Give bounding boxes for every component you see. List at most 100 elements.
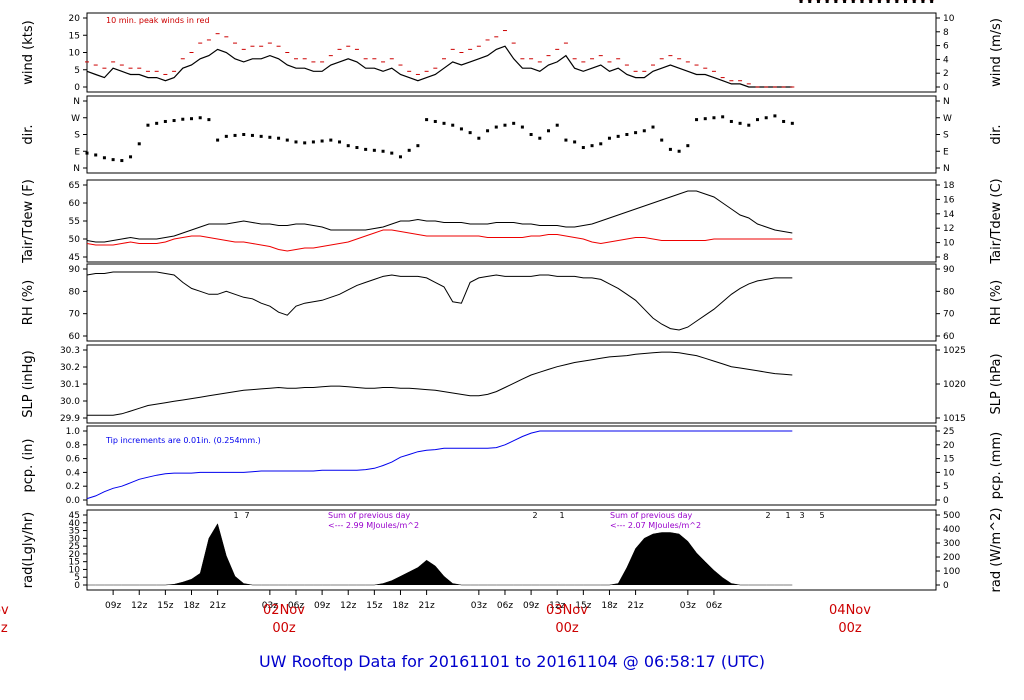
dir-point bbox=[581, 146, 585, 150]
dir-point bbox=[738, 121, 742, 125]
dir-right-tick-label: N bbox=[943, 164, 950, 174]
wind-right-tick-label: 6 bbox=[943, 42, 949, 52]
dir-point bbox=[407, 148, 411, 152]
dir-point bbox=[590, 144, 594, 148]
dir-point bbox=[285, 138, 289, 142]
rad-left-tick-label: 45 bbox=[69, 511, 80, 521]
dir-point bbox=[712, 116, 716, 120]
dir-point bbox=[181, 117, 185, 121]
rad-annotation-sub: <--- 2.99 MJoules/m^2 bbox=[328, 521, 419, 530]
dir-point bbox=[390, 151, 394, 155]
dir-point bbox=[120, 159, 124, 163]
dir-point bbox=[303, 141, 307, 145]
dir-point bbox=[459, 127, 463, 131]
pcp-ylabel-right: pcp. (mm) bbox=[989, 432, 1004, 499]
dir-point bbox=[729, 119, 733, 123]
dir-point bbox=[573, 140, 577, 144]
rad-right-tick-label: 0 bbox=[943, 581, 949, 591]
pcp-series-line bbox=[86, 430, 793, 500]
dir-point bbox=[782, 119, 786, 123]
temp-ylabel-right: Tair/Tdew (C) bbox=[989, 178, 1004, 264]
dir-point bbox=[764, 116, 768, 120]
rad-frame bbox=[86, 509, 937, 591]
temp-right-tick-label: 10 bbox=[943, 239, 955, 249]
dir-point bbox=[895, 0, 899, 3]
pcp-right-tick-label: 20 bbox=[943, 441, 955, 451]
day-sublabel: 00z bbox=[838, 621, 862, 636]
rad-hour-mark: 2 bbox=[765, 511, 770, 520]
dir-point bbox=[425, 118, 429, 122]
time-tick-label: 12z bbox=[131, 601, 147, 611]
dir-point bbox=[451, 123, 455, 127]
time-tick-label: 09z bbox=[314, 601, 330, 611]
temp-left-tick-label: 60 bbox=[69, 199, 81, 209]
wind-left-tick-label: 20 bbox=[69, 14, 81, 24]
rad-annotation: Sum of previous day bbox=[610, 511, 692, 520]
pcp-frame bbox=[86, 425, 937, 506]
slp-ylabel-right: SLP (hPa) bbox=[989, 353, 1004, 414]
dir-point bbox=[163, 119, 167, 123]
dir-point bbox=[512, 121, 516, 125]
dir-ylabel-right: dir. bbox=[989, 124, 1004, 144]
dir-point bbox=[869, 0, 873, 3]
dir-point bbox=[625, 133, 629, 136]
dir-point bbox=[216, 138, 220, 142]
dir-point bbox=[207, 118, 211, 122]
dir-point bbox=[233, 133, 237, 137]
rad-hour-mark: 7 bbox=[244, 511, 249, 520]
temp-left-tick-label: 65 bbox=[69, 181, 80, 191]
rh-series-line bbox=[86, 271, 793, 331]
slp-left-tick-label: 30.0 bbox=[60, 397, 80, 407]
rad-annotation-sub: <--- 2.07 MJoules/m^2 bbox=[610, 521, 701, 530]
time-tick-label: 18z bbox=[392, 601, 408, 611]
dir-frame bbox=[86, 95, 937, 174]
dir-point bbox=[111, 158, 115, 162]
dir-point bbox=[259, 134, 263, 138]
slp-series-line bbox=[87, 351, 793, 416]
pcp-left-tick-label: 0.6 bbox=[66, 455, 81, 465]
rad-left-tick-label: 30 bbox=[69, 534, 81, 544]
dir-point bbox=[904, 0, 908, 3]
day-label: 04Nov bbox=[829, 603, 871, 618]
dir-point bbox=[442, 121, 446, 125]
dir-point bbox=[607, 136, 611, 140]
day-label: 02Nov bbox=[263, 603, 305, 618]
dir-point bbox=[398, 155, 402, 159]
dir-point bbox=[843, 0, 847, 3]
day-label: Nov bbox=[0, 603, 9, 618]
wind-frame bbox=[86, 12, 937, 93]
pcp-left-tick-label: 0.2 bbox=[66, 482, 80, 492]
pcp-panel: pcp. (in) pcp. (mm) 0.0 0.2 0.4 0.6 0.8 1.0 0 5 10… bbox=[21, 425, 1004, 506]
rh-left-tick-label: 70 bbox=[69, 310, 81, 320]
rad-left-tick-label: 40 bbox=[69, 519, 81, 529]
dir-point bbox=[486, 129, 490, 133]
dir-point bbox=[503, 123, 507, 127]
temp-right-tick-label: 8 bbox=[943, 253, 949, 263]
rad-annotation: Sum of previous day bbox=[328, 511, 410, 520]
rad-hour-mark: 1 bbox=[233, 511, 238, 520]
dir-point bbox=[250, 133, 254, 137]
dir-point bbox=[616, 134, 620, 138]
wind-series-line bbox=[86, 45, 793, 88]
dir-point bbox=[816, 0, 820, 3]
time-tick-label: 06z bbox=[288, 601, 304, 611]
time-tick-label: 15z bbox=[575, 601, 591, 611]
rh-ylabel-right: RH (%) bbox=[989, 280, 1004, 325]
day-sublabel: 00z bbox=[272, 621, 296, 636]
dir-point bbox=[799, 0, 803, 3]
dir-point bbox=[189, 117, 193, 121]
dir-right-tick-label: E bbox=[943, 147, 949, 157]
day-sublabel: 00z bbox=[555, 621, 579, 636]
dir-point bbox=[477, 136, 481, 140]
wind-right-tick-label: 10 bbox=[943, 14, 955, 24]
rad-hour-mark: 1 bbox=[559, 511, 564, 520]
dir-point bbox=[851, 0, 855, 3]
rad-hour-mark: 1 bbox=[785, 511, 790, 520]
rh-left-tick-label: 60 bbox=[69, 332, 81, 342]
slp-right-tick-label: 1020 bbox=[943, 380, 966, 390]
temp-left-tick-label: 45 bbox=[69, 253, 80, 263]
time-tick-label: 21z bbox=[210, 601, 226, 611]
